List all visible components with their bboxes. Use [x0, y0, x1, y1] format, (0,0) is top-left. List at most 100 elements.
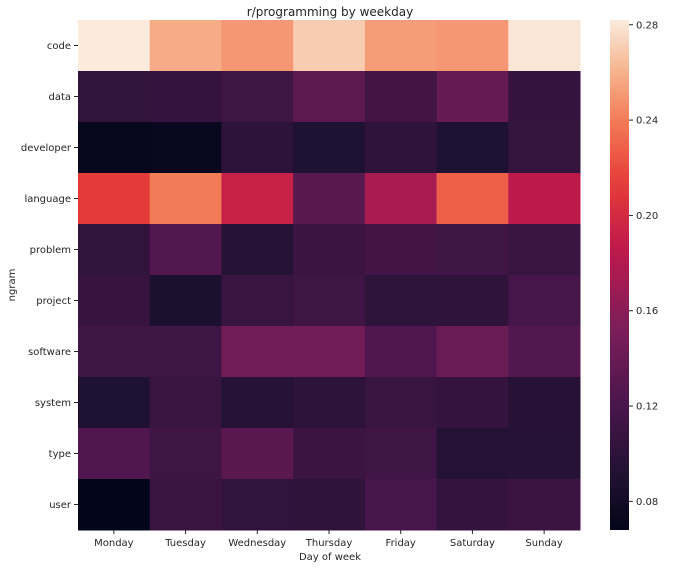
heatmap-cell [436, 122, 509, 174]
heatmap-cell [221, 326, 294, 378]
y-tick-label: problem [30, 245, 71, 256]
heatmap-cell [436, 173, 509, 225]
heatmap-cell [221, 377, 294, 429]
heatmap-cell [436, 275, 509, 327]
heatmap-cell [293, 71, 366, 123]
x-tick-label: Wednesday [228, 538, 286, 549]
heatmap-cell [364, 173, 438, 225]
y-tick-label: project [36, 296, 71, 307]
heatmap-cell [78, 224, 151, 276]
y-tick-label: user [49, 500, 72, 511]
heatmap-cell [436, 71, 509, 123]
heatmap-cell [78, 275, 151, 327]
heatmap-cell [149, 377, 222, 429]
heatmap-cell [508, 275, 581, 327]
heatmap-cell [364, 377, 438, 429]
heatmap-cell [221, 224, 294, 276]
heatmap-cell [221, 479, 294, 531]
colorbar-tick-label: 0.24 [636, 116, 658, 127]
heatmap-cell [436, 20, 509, 72]
heatmap-cell [221, 428, 294, 480]
heatmap-cell [78, 479, 151, 531]
heatmap-cell [293, 224, 366, 276]
y-tick-label: type [49, 449, 71, 460]
heatmap-cell [364, 326, 438, 378]
chart-title: r/programming by weekday [247, 5, 413, 19]
colorbar-tick-label: 0.28 [636, 20, 658, 31]
heatmap-cell [364, 122, 438, 174]
heatmap-cell [78, 377, 151, 429]
x-tick-label: Monday [94, 538, 134, 549]
heatmap-cell [436, 377, 509, 429]
heatmap-cell [364, 479, 438, 531]
y-tick-label: code [47, 41, 71, 52]
heatmap-cell [436, 428, 509, 480]
colorbar [610, 20, 629, 530]
y-tick-label: system [35, 398, 71, 409]
heatmap-cell [78, 122, 151, 174]
x-tick-label: Thursday [305, 538, 353, 549]
heatmap-cell [149, 326, 222, 378]
heatmap-cell [508, 71, 581, 123]
y-tick-label: developer [21, 143, 72, 154]
heatmap-cell [78, 326, 151, 378]
x-tick-label: Saturday [450, 538, 495, 549]
heatmap-cell [221, 20, 294, 72]
heatmap-cell [508, 224, 581, 276]
y-tick-label: data [48, 92, 71, 103]
heatmap-cell [78, 428, 151, 480]
x-axis-label: Day of week [299, 552, 361, 563]
heatmap-cell [149, 275, 222, 327]
x-tick-label: Friday [386, 538, 416, 549]
y-tick-label: language [24, 194, 71, 205]
y-axis-label: ngram [7, 269, 18, 302]
heatmap-cell [293, 479, 366, 531]
heatmap-cell [293, 20, 366, 72]
colorbar-tick-label: 0.20 [636, 211, 658, 222]
x-tick-label: Sunday [525, 538, 562, 549]
heatmap-cell [293, 275, 366, 327]
y-axis-ticks: code data developer language problem project s… [21, 41, 78, 511]
heatmap-cell [293, 428, 366, 480]
colorbar-ticks: 0.08 0.12 0.16 0.20 0.24 0.28 [629, 20, 658, 508]
heatmap-cell [508, 428, 581, 480]
heatmap-cell [293, 377, 366, 429]
heatmap-cell [149, 173, 222, 225]
heatmap-cell [364, 20, 438, 72]
heatmap-cell [221, 122, 294, 174]
heatmap-cell [78, 173, 151, 225]
heatmap-cell [364, 71, 438, 123]
heatmap-cell [293, 326, 366, 378]
heatmap-cell [149, 71, 222, 123]
colorbar-tick-label: 0.12 [636, 402, 658, 413]
colorbar-tick-label: 0.16 [636, 306, 658, 317]
heatmap-cell [508, 326, 581, 378]
heatmap-cell [78, 71, 151, 123]
heatmap-cell [221, 275, 294, 327]
heatmap-cell [436, 224, 509, 276]
heatmap-cell [508, 20, 581, 72]
heatmap-cell [149, 479, 222, 531]
heatmap-cell [149, 20, 222, 72]
heatmap-cell [149, 224, 222, 276]
heatmap-cell [293, 122, 366, 174]
heatmap-cell [508, 122, 581, 174]
heatmap-cell [149, 122, 222, 174]
heatmap-cell [508, 377, 581, 429]
heatmap-cell [364, 224, 438, 276]
heatmap-cell [508, 173, 581, 225]
heatmap-cell [293, 173, 366, 225]
y-tick-label: software [28, 347, 71, 358]
x-tick-label: Tuesday [164, 538, 206, 549]
colorbar-tick-label: 0.08 [636, 497, 658, 508]
heatmap-cell [78, 20, 151, 72]
heatmap-cells [78, 20, 581, 531]
heatmap-cell [364, 428, 438, 480]
heatmap-cell [364, 275, 438, 327]
heatmap-cell [436, 479, 509, 531]
x-axis-ticks: Monday Tuesday Wednesday Thursday Friday Satu… [94, 530, 563, 549]
heatmap-cell [221, 173, 294, 225]
heatmap-cell [221, 71, 294, 123]
heatmap-cell [149, 428, 222, 480]
